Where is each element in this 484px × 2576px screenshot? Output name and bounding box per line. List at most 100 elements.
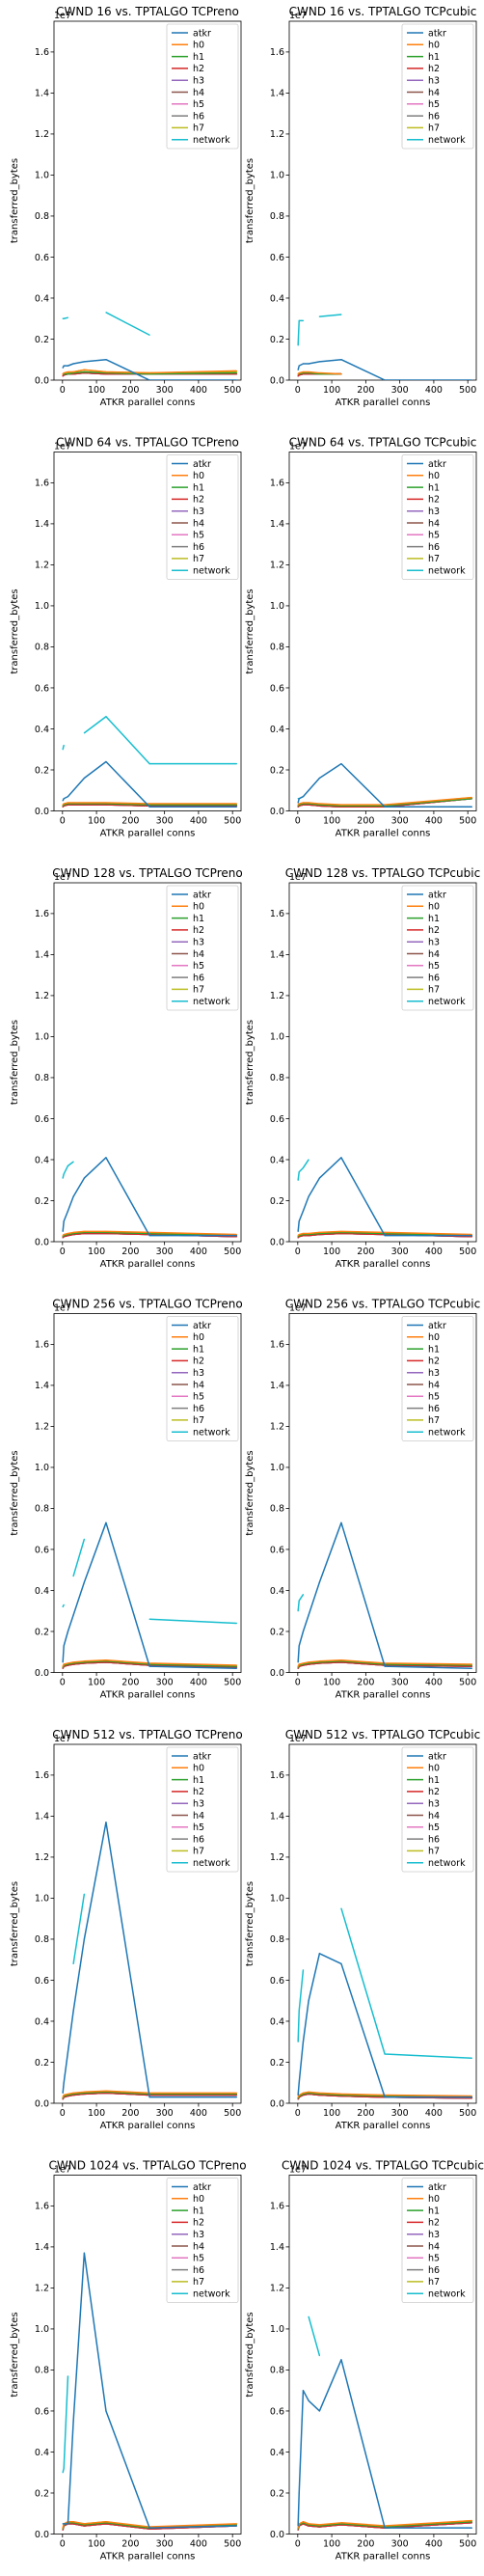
series-network <box>62 1538 238 1625</box>
x-tick-label: 0 <box>60 816 66 827</box>
series-atkr <box>62 1157 238 1237</box>
series-h7-point <box>235 370 238 373</box>
series-h2-point <box>298 374 300 376</box>
series-h0-point <box>318 2524 320 2526</box>
legend-label-network: network <box>428 2289 466 2300</box>
series-h1-point <box>62 1236 64 1238</box>
series-atkr-point <box>148 2527 150 2529</box>
legend-label-h2: h2 <box>428 495 440 506</box>
y-tick-label: 1.4 <box>270 1381 284 1391</box>
legend-label-network: network <box>193 135 230 146</box>
y-tick-label: 1.6 <box>270 909 284 919</box>
series-h0-point <box>67 802 69 804</box>
series-atkr-point <box>384 379 386 380</box>
series-h2-point <box>235 805 238 807</box>
series-h0-point <box>72 1661 74 1663</box>
y-tick-label: 0.4 <box>35 725 49 735</box>
series-network-point <box>63 2467 65 2470</box>
series-h2-point <box>318 2526 320 2528</box>
series-h2-point <box>235 1666 238 1668</box>
series-h0-point <box>83 2091 85 2093</box>
series-network <box>62 2375 69 2474</box>
y-tick-label: 0.0 <box>270 2098 284 2109</box>
series-network-point <box>72 1161 74 1163</box>
series-h0-point <box>384 804 386 806</box>
series-h1 <box>62 803 238 807</box>
chart-title: CWND 16 vs. TPTALGO TCPcubic <box>289 5 477 18</box>
series-atkr-point <box>148 806 150 808</box>
y-axis-label: transferred_bytes <box>10 1020 20 1105</box>
subplot-11: 0 100 200 300 400 500 0.0 0.2 0.4 0.6 0.8 1.0 1.2 1.4… <box>10 2159 247 2562</box>
series-atkr-line <box>297 2359 472 2529</box>
x-tick-label: 400 <box>425 1247 443 1257</box>
legend-label-h5: h5 <box>428 1822 440 1833</box>
x-tick-label: 400 <box>190 1247 207 1257</box>
series-atkr-point <box>83 1177 85 1179</box>
series-atkr-point <box>384 2527 386 2529</box>
legend-label-atkr: atkr <box>428 28 446 39</box>
series-h0-point <box>302 2092 305 2094</box>
legend-label-h2: h2 <box>193 1357 204 1367</box>
series-h0-point <box>83 1230 85 1232</box>
y-axis-label: transferred_bytes <box>10 589 20 673</box>
series-h1-point <box>62 805 64 807</box>
series-atkr-point <box>67 1210 69 1212</box>
series-atkr-point <box>235 379 238 380</box>
legend-label-h0: h0 <box>193 1332 204 1343</box>
series-h1-point <box>72 371 74 374</box>
series-atkr-point <box>62 1661 64 1663</box>
x-tick-label: 400 <box>425 2108 443 2119</box>
y-tick-label: 0.4 <box>270 725 284 735</box>
y-tick-label: 1.0 <box>35 1032 49 1043</box>
series-atkr-point <box>63 798 65 800</box>
series-h1-line <box>297 2521 472 2530</box>
x-tick-label: 0 <box>295 1247 301 1257</box>
y-tick-label: 0.8 <box>35 211 49 222</box>
subplot-6: 0 100 200 300 400 500 0.0 0.2 0.4 0.6 0.8 1.0 1.2 1.4… <box>245 866 480 1270</box>
series-network <box>62 1161 74 1179</box>
legend-label-h0: h0 <box>428 902 440 913</box>
legend-label-h4: h4 <box>193 2241 204 2252</box>
series-network-point <box>302 1166 305 1169</box>
y-tick-label: 0.6 <box>270 1114 284 1125</box>
legend-label-h5: h5 <box>428 1392 440 1403</box>
x-axis-label: ATKR parallel conns <box>100 829 196 839</box>
series-h0-point <box>340 804 342 806</box>
legend-label-h6: h6 <box>193 1404 204 1414</box>
legend-label-h7: h7 <box>428 985 440 996</box>
y-tick-label: 0.4 <box>35 1155 49 1165</box>
offset-text: 1e7 <box>289 872 307 883</box>
x-axis-label: ATKR parallel conns <box>336 1259 431 1270</box>
series-atkr-point <box>148 2096 150 2098</box>
series-h1-point <box>235 371 238 374</box>
series-h1-point <box>297 2097 299 2099</box>
series-h0-line <box>62 802 237 806</box>
y-tick-label: 0.8 <box>35 1934 49 1945</box>
offset-text: 1e7 <box>54 1303 71 1314</box>
y-axis-label: transferred_bytes <box>10 1450 20 1535</box>
series-h2-point <box>105 373 107 375</box>
y-tick-label: 1.2 <box>270 1422 284 1433</box>
y-tick-label: 1.4 <box>270 2242 284 2253</box>
x-tick-label: 300 <box>156 816 174 827</box>
series-atkr-line <box>297 358 472 380</box>
y-tick-label: 1.6 <box>270 47 284 58</box>
x-tick-label: 300 <box>391 816 409 827</box>
x-tick-label: 300 <box>391 2108 409 2119</box>
subplot-3: 0 100 200 300 400 500 0.0 0.2 0.4 0.6 0.8 1.0 1.2 1.4… <box>10 436 242 839</box>
x-tick-label: 500 <box>459 385 476 396</box>
series-atkr-point <box>63 1645 65 1647</box>
chart-title: CWND 256 vs. TPTALGO TCPcubic <box>285 1298 480 1311</box>
series-atkr-point <box>302 2390 305 2392</box>
series-h1-line <box>62 1231 237 1238</box>
series-atkr-point <box>62 1230 64 1232</box>
legend-label-network: network <box>193 1858 230 1869</box>
series-atkr-point <box>83 2252 85 2254</box>
series-network-point <box>63 1173 65 1175</box>
